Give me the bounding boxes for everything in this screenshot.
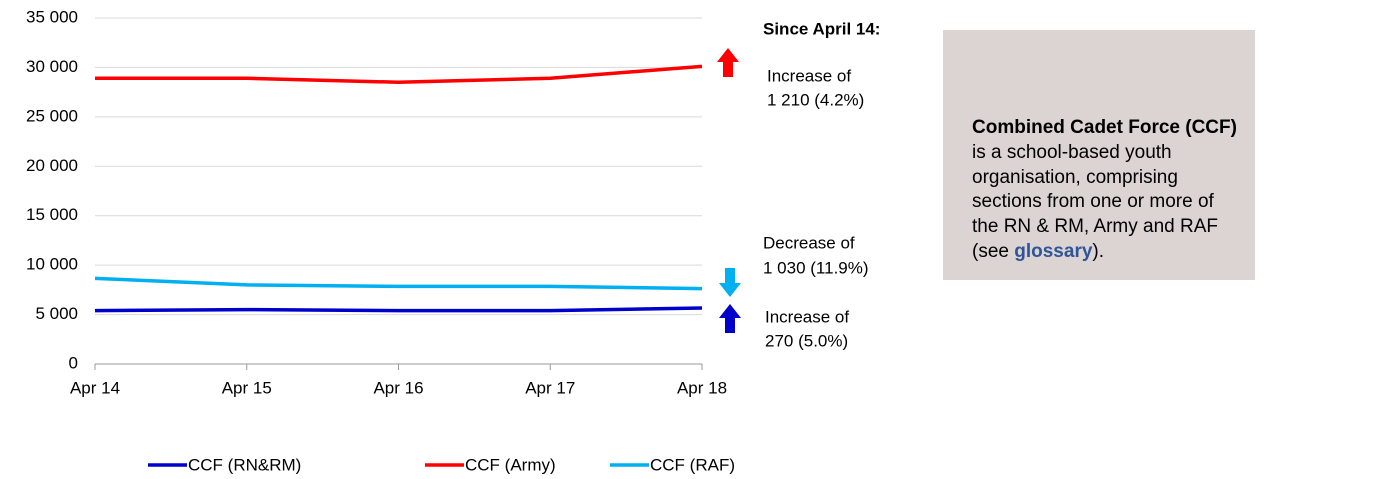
y-tick-label: 20 000: [26, 156, 78, 175]
info-line: is a school-based youth: [972, 142, 1172, 163]
info-line: organisation, comprising: [972, 167, 1178, 188]
x-tick-label: Apr 14: [70, 378, 120, 397]
info-line: the RN & RM, Army and RAF: [972, 216, 1218, 237]
info-title: Combined Cadet Force (CCF): [972, 117, 1237, 138]
y-tick-label: 25 000: [26, 106, 78, 125]
series-line: [94, 306, 703, 313]
info-text: ).: [1092, 241, 1104, 262]
y-tick-label: 0: [69, 353, 78, 372]
x-tick-label: Apr 15: [222, 378, 272, 397]
y-tick-label: 15 000: [26, 205, 78, 224]
annotation: 270 (5.0%): [765, 331, 848, 350]
legend-label: CCF (Army): [465, 455, 556, 474]
x-tick-label: Apr 16: [373, 378, 423, 397]
y-tick-label: 5 000: [35, 304, 78, 323]
series-line: [94, 276, 703, 291]
y-tick-label: 10 000: [26, 255, 78, 274]
up-arrow: [719, 304, 741, 333]
up-arrow: [717, 48, 739, 77]
info-text: (see: [972, 241, 1014, 262]
glossary-link[interactable]: glossary: [1014, 241, 1093, 262]
annotation: Increase of: [767, 66, 851, 85]
y-tick-label: 30 000: [26, 57, 78, 76]
info-box: [943, 30, 1255, 280]
legend-label: CCF (RAF): [650, 455, 735, 474]
info-line: (see glossary).: [972, 241, 1104, 262]
annotation: Increase of: [765, 307, 849, 326]
y-tick-label: 35 000: [26, 7, 78, 26]
info-line: sections from one or more of: [972, 191, 1215, 212]
annotation: Since April 14:: [763, 19, 880, 38]
annotation: 1 210 (4.2%): [767, 90, 864, 109]
annotation: Decrease of: [763, 233, 855, 252]
legend-label: CCF (RN&RM): [188, 455, 301, 474]
x-tick-label: Apr 18: [677, 378, 727, 397]
annotation: 1 030 (11.9%): [763, 258, 869, 277]
down-arrow: [719, 268, 741, 297]
series-line: [95, 64, 703, 85]
x-tick-label: Apr 17: [525, 378, 575, 397]
